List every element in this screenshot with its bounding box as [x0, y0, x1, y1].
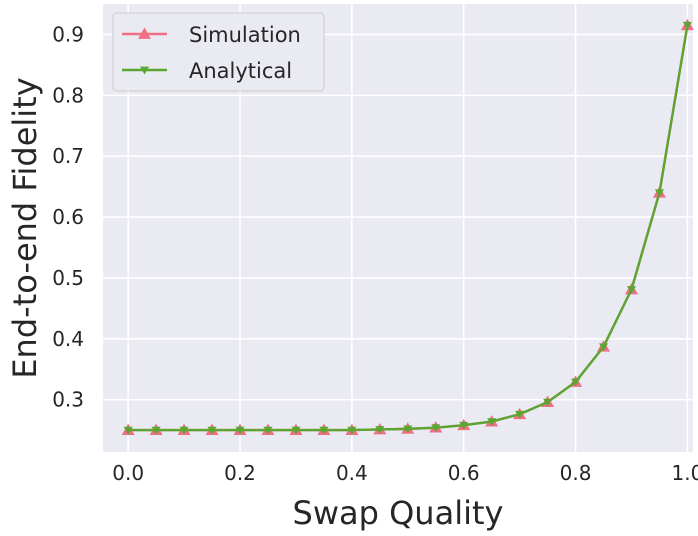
y-tick-label: 0.3	[52, 388, 84, 412]
legend-item: Simulation	[122, 23, 301, 47]
data-point	[571, 378, 581, 387]
data-point	[431, 424, 441, 433]
x-tick-label: 0.4	[336, 461, 368, 485]
x-tick-label: 0.2	[224, 461, 256, 485]
data-point	[319, 426, 329, 435]
data-point	[207, 426, 217, 435]
y-tick-label: 0.8	[52, 83, 84, 107]
legend-item: Analytical	[122, 59, 292, 83]
y-tick-label: 0.7	[52, 144, 84, 168]
y-tick-label: 0.5	[52, 266, 84, 290]
grid	[103, 4, 693, 452]
legend: Simulation Analytical	[112, 12, 325, 92]
legend-swatch-marker	[140, 66, 149, 75]
data-point	[487, 418, 497, 427]
y-tick-label: 0.9	[52, 22, 84, 46]
data-point	[179, 426, 189, 435]
x-tick-label: 0.6	[448, 461, 480, 485]
x-tick-label: 0.8	[560, 461, 592, 485]
data-point	[459, 421, 469, 430]
data-point	[599, 343, 609, 352]
series	[121, 18, 694, 435]
y-tick-label: 0.4	[52, 327, 84, 351]
data-point	[682, 21, 692, 30]
data-point	[403, 425, 413, 434]
data-point	[291, 426, 301, 435]
data-point	[263, 426, 273, 435]
legend-box	[112, 12, 325, 92]
data-point	[515, 410, 525, 419]
x-tick-label: 0.0	[112, 461, 144, 485]
series-analytical	[123, 21, 692, 435]
data-point	[375, 426, 385, 434]
data-point	[543, 398, 553, 407]
data-point	[235, 426, 245, 435]
y-tick-label: 0.6	[52, 205, 84, 229]
tick-labels: 0.0 0.2 0.4 0.6 0.8 1.0 0.3 0.4 0.5 0.6 0.7 0.8 0.9	[52, 22, 698, 485]
legend-label: Analytical	[189, 59, 292, 83]
data-point	[151, 426, 161, 435]
data-point	[654, 189, 664, 198]
legend-swatch-marker	[138, 27, 151, 39]
data-point	[626, 286, 636, 294]
data-point	[123, 426, 133, 435]
data-point	[347, 426, 357, 435]
x-tick-label: 1.0	[672, 461, 698, 485]
x-axis-title: Swap Quality	[293, 494, 504, 532]
legend-label: Simulation	[189, 23, 301, 47]
y-axis-title: End-to-end Fidelity	[6, 77, 44, 378]
